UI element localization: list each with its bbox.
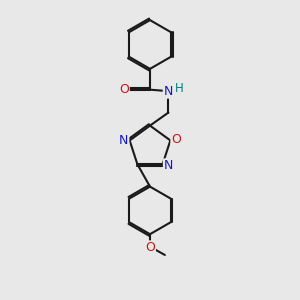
Text: O: O [145, 242, 155, 254]
Text: O: O [119, 83, 129, 96]
Text: N: N [164, 85, 173, 98]
Text: N: N [119, 134, 128, 147]
Text: O: O [171, 133, 181, 146]
Text: H: H [175, 82, 184, 95]
Text: N: N [164, 159, 173, 172]
